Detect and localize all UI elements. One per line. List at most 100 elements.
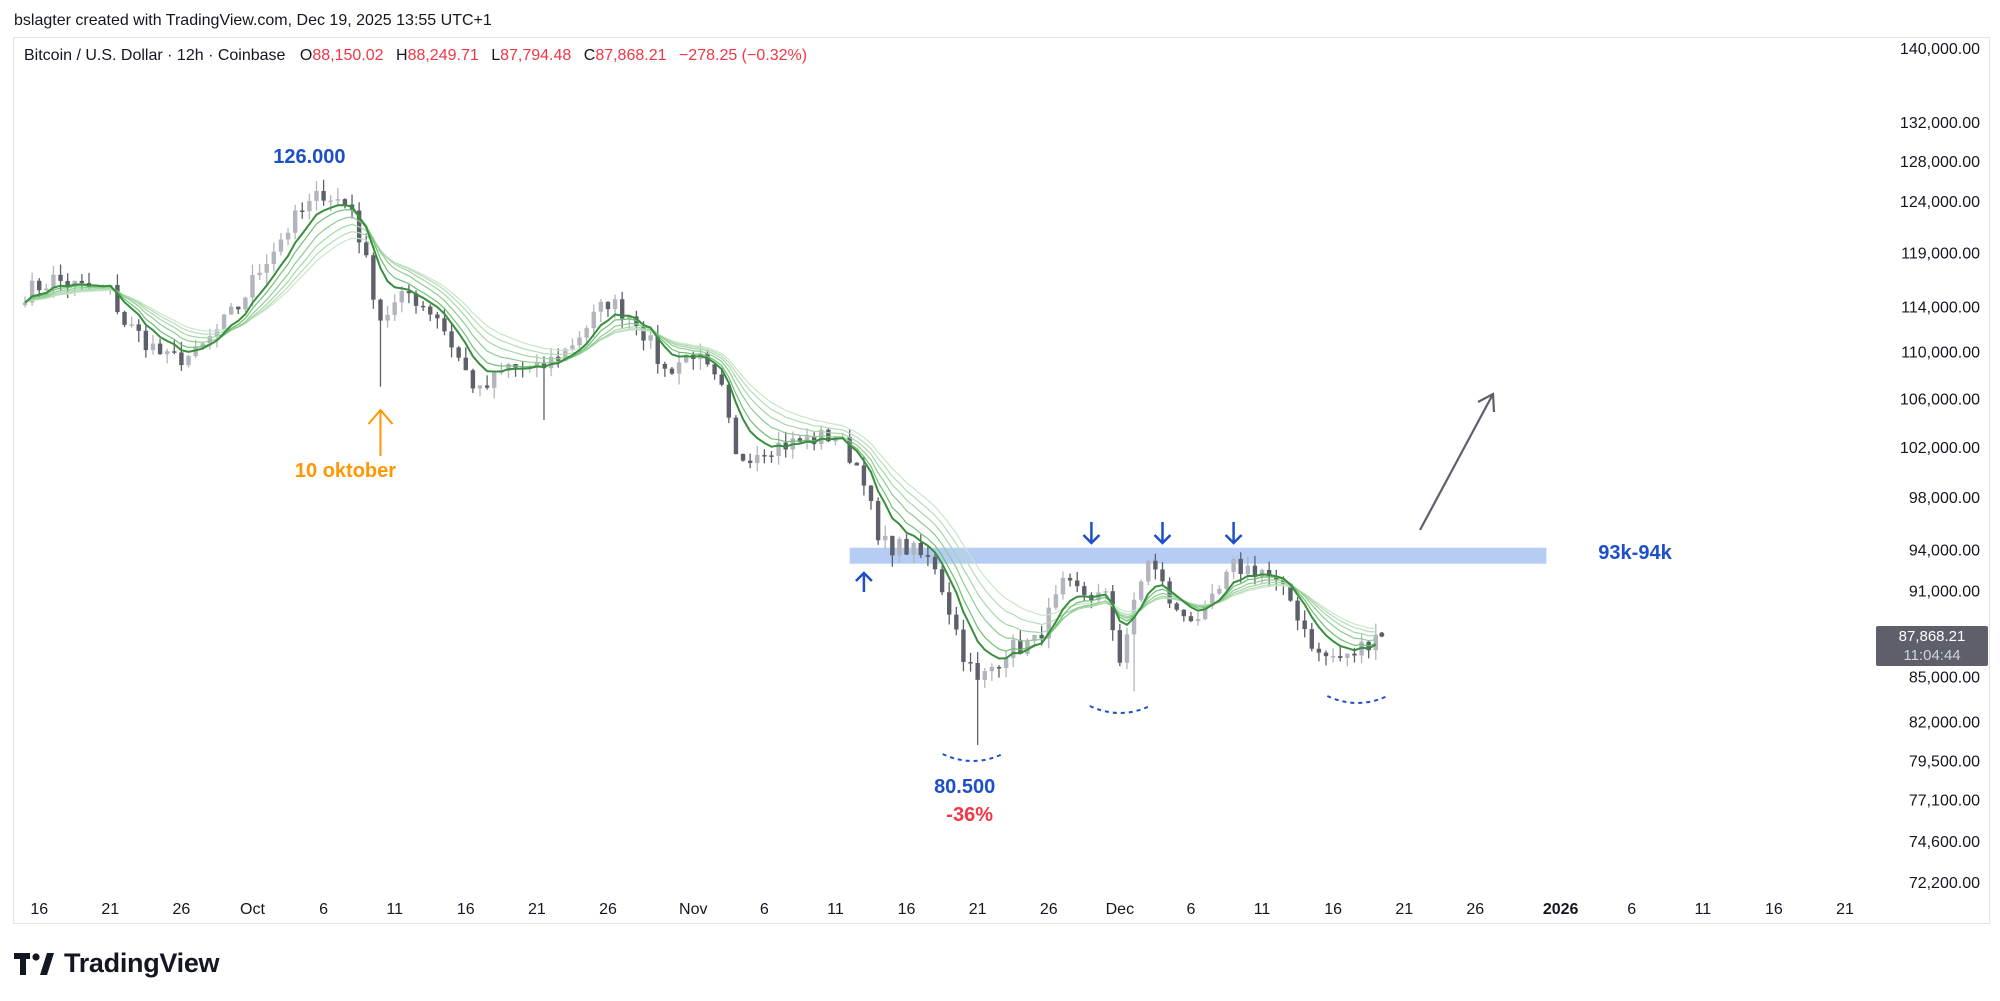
candle-body — [541, 362, 547, 369]
candle-body — [186, 356, 191, 366]
candle-body — [271, 251, 277, 264]
tradingview-logo[interactable]: TradingView — [14, 948, 220, 979]
open-value: 88,150.02 — [312, 47, 384, 64]
candle-body — [918, 542, 923, 556]
candle-body — [1373, 634, 1378, 651]
projection-arrow — [1419, 393, 1494, 531]
y-tick-label: 119,000.00 — [1901, 246, 1980, 263]
y-tick-label: 82,000.00 — [1909, 715, 1980, 732]
candle-body — [364, 242, 369, 256]
candle-body — [1309, 629, 1315, 649]
candle-body — [413, 293, 419, 306]
rejection-arrow-head — [1153, 534, 1172, 545]
y-tick-label: 114,000.00 — [1901, 300, 1980, 317]
candle-body — [740, 453, 746, 461]
candle-body — [449, 331, 454, 348]
candle-body — [264, 263, 269, 273]
candle-body — [883, 535, 888, 541]
x-tick-label: 11 — [1695, 901, 1712, 918]
candle-body — [1202, 605, 1208, 620]
ema-ribbon-line — [24, 216, 1376, 642]
chart-pane[interactable] — [13, 37, 1990, 924]
candle-body — [769, 455, 774, 457]
candle-body — [1295, 600, 1300, 621]
candle-body — [1259, 570, 1265, 577]
candle-body — [44, 288, 49, 291]
rejection-arrow-head — [1224, 534, 1243, 545]
x-tick-label: 21 — [1395, 901, 1413, 918]
candle-body — [570, 345, 575, 349]
candle-body — [1153, 560, 1158, 570]
x-tick-label: Oct — [240, 901, 265, 918]
last-price-badge: 87,868.21 11:04:44 — [1876, 626, 1988, 666]
crash-label: 10 oktober — [295, 460, 396, 482]
candle-body — [1245, 565, 1251, 574]
candle-body — [1316, 648, 1322, 653]
candle-body — [968, 662, 973, 664]
candle-body — [989, 667, 995, 672]
candle-body — [1188, 616, 1194, 622]
drawdown-label: -36% — [946, 804, 993, 826]
ema-ribbon-line — [24, 209, 1376, 652]
candle-body — [122, 312, 127, 325]
candle-body — [1352, 653, 1357, 656]
candle-body — [712, 364, 717, 375]
candle-body — [506, 363, 511, 371]
high-label: H — [396, 47, 408, 64]
candle-body — [925, 555, 931, 557]
candle-body — [648, 335, 653, 341]
candle-body — [819, 429, 824, 445]
candle-body — [214, 329, 220, 337]
x-tick-label: 21 — [101, 901, 119, 918]
candle-body — [577, 337, 582, 346]
candle-body — [300, 210, 305, 212]
candle-body — [726, 384, 732, 418]
candle-body — [179, 352, 184, 366]
candle-body — [115, 285, 120, 313]
candle-body — [747, 460, 753, 463]
y-tick-label: 72,200.00 — [1909, 875, 1980, 892]
candle-body — [627, 316, 632, 319]
change-value: −278.25 (−0.32%) — [678, 47, 808, 64]
candle-body — [534, 362, 540, 367]
candle-body — [243, 297, 248, 310]
candle-body — [1252, 565, 1258, 577]
x-tick-label: 6 — [1186, 901, 1195, 918]
candle-body — [1060, 577, 1066, 595]
y-tick-label: 79,500.00 — [1909, 754, 1980, 771]
x-tick-label: 21 — [1836, 901, 1854, 918]
candle-body — [1288, 583, 1293, 601]
candle-body — [1067, 577, 1073, 581]
candle-body — [442, 318, 447, 332]
candle-body — [868, 485, 874, 501]
candle-body — [911, 542, 916, 555]
candle-body — [1103, 591, 1108, 593]
x-tick-label: 11 — [386, 901, 403, 918]
close-label: C — [583, 47, 596, 64]
candle-body — [861, 465, 867, 486]
bottom-curve — [1326, 695, 1388, 704]
candle-body — [1039, 634, 1044, 639]
x-tick-label: 16 — [30, 901, 48, 918]
x-tick-label: 11 — [827, 901, 844, 918]
symbol-title[interactable]: Bitcoin / U.S. Dollar · 12h · Coinbase — [24, 47, 286, 64]
y-tick-label: 91,000.00 — [1909, 584, 1980, 601]
y-tick-label: 110,000.00 — [1901, 345, 1980, 362]
y-tick-label: 85,000.00 — [1909, 669, 1980, 686]
last-price-dot — [1379, 632, 1385, 638]
candle-body — [904, 538, 909, 555]
candle-body — [58, 274, 63, 281]
x-tick-label: 16 — [1324, 901, 1342, 918]
candle-body — [200, 343, 205, 347]
x-tick-label: Dec — [1106, 901, 1134, 918]
ema-ribbon-line — [24, 223, 1376, 637]
candle-body — [733, 417, 739, 454]
y-tick-label: 94,000.00 — [1909, 543, 1980, 560]
candle-body — [250, 275, 255, 298]
candle-body — [164, 351, 170, 355]
candle-body — [65, 280, 70, 288]
bottom-curve — [1089, 705, 1151, 714]
candle-body — [804, 436, 810, 442]
candle-body — [676, 362, 682, 374]
